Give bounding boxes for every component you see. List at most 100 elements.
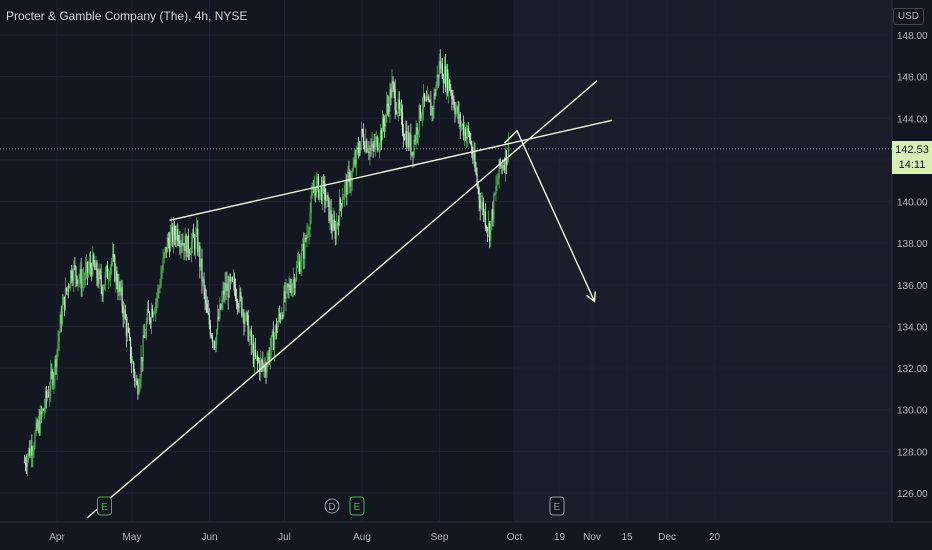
candle-body [23, 461, 26, 463]
candle-body [201, 258, 203, 282]
earnings-marker-icon[interactable]: E [97, 496, 112, 516]
candle-body [465, 134, 468, 140]
candle-body [264, 366, 266, 372]
candle-body [447, 69, 449, 93]
candle-body [297, 261, 300, 265]
candle-body [431, 108, 433, 116]
candle-body [175, 235, 177, 240]
candle-body [45, 391, 48, 398]
candle-body [311, 192, 313, 196]
earnings-marker-icon[interactable]: E [549, 496, 565, 516]
candle-body [398, 99, 400, 109]
candle-body [270, 335, 272, 350]
candle-body [92, 254, 94, 275]
candle-body [458, 113, 460, 119]
candle-body [484, 211, 487, 227]
candle-body [286, 284, 288, 286]
candle-body [306, 233, 308, 240]
candle-body [269, 349, 271, 361]
candle-body [495, 186, 497, 194]
candle-body [95, 262, 97, 270]
candle-body [112, 253, 114, 261]
candle-body [78, 278, 80, 281]
candle-body [355, 148, 357, 165]
candle-body [314, 187, 316, 196]
candle-body [144, 336, 146, 338]
candle-body [492, 209, 494, 219]
candle-body [135, 380, 137, 382]
candle-body [423, 93, 426, 101]
candle-body [58, 332, 60, 342]
candle-body [293, 278, 295, 289]
candle-body [262, 361, 264, 367]
candle-body [334, 228, 336, 239]
candle-body [127, 328, 130, 333]
candle-body [416, 127, 418, 135]
candle-body [124, 309, 126, 319]
candle-body [239, 291, 241, 307]
candle-body [336, 222, 338, 224]
candle-body [444, 66, 447, 88]
candle-body [409, 134, 411, 148]
candle-body [432, 108, 434, 110]
candle-body [473, 152, 475, 160]
candle-body [61, 304, 63, 324]
candle-body [280, 315, 282, 319]
y-tick-label: 144.00 [897, 114, 928, 125]
candle-body [114, 256, 116, 281]
candle-body [247, 315, 249, 341]
x-tick-label: 19 [554, 532, 566, 543]
candle-body [446, 69, 448, 88]
candle-body [475, 167, 477, 174]
candle-body [370, 147, 372, 149]
candle-body [34, 433, 36, 448]
candle-body [438, 61, 440, 78]
candle-body [203, 279, 205, 289]
candle-body [106, 265, 109, 279]
candle-body [379, 130, 382, 146]
candle-body [362, 129, 364, 134]
y-tick-label: 128.00 [897, 447, 928, 458]
candle-body [237, 300, 239, 307]
candle-body [498, 159, 500, 179]
candle-body [428, 96, 430, 101]
candle-body [233, 279, 236, 288]
candle-body [439, 61, 441, 70]
candle-body [113, 253, 115, 257]
candle-body [26, 465, 28, 467]
earnings-marker-icon[interactable]: E [349, 496, 365, 516]
candle-body [322, 180, 324, 202]
candle-body [54, 359, 56, 377]
x-tick-label: Jul [278, 532, 291, 543]
candle-body [352, 166, 354, 172]
candle-body [148, 312, 151, 321]
candle-body [338, 199, 341, 226]
dividend-marker-icon[interactable]: D [324, 498, 340, 514]
candle-body [72, 278, 74, 281]
candle-body [111, 260, 113, 268]
candle-body [180, 243, 182, 247]
candle-body [216, 329, 218, 345]
candle-body [185, 235, 187, 258]
candle-body [82, 279, 84, 281]
candle-body [98, 270, 100, 284]
candle-body [167, 237, 169, 242]
candle-body [31, 445, 33, 456]
trend-line [169, 119, 613, 221]
candle-body [184, 235, 186, 251]
candle-body [161, 270, 163, 277]
currency-button[interactable]: USD [892, 8, 924, 25]
candle-body [405, 131, 407, 140]
candle-body [116, 270, 118, 286]
candle-body [281, 314, 283, 319]
candle-body [59, 314, 61, 333]
candle-body [472, 153, 474, 160]
candle-body [502, 165, 504, 169]
candle-body [506, 158, 509, 165]
candle-body [133, 362, 135, 372]
candle-body [53, 376, 55, 386]
candle-body [215, 344, 217, 349]
candle-body [164, 247, 166, 254]
candle-body [310, 195, 312, 213]
